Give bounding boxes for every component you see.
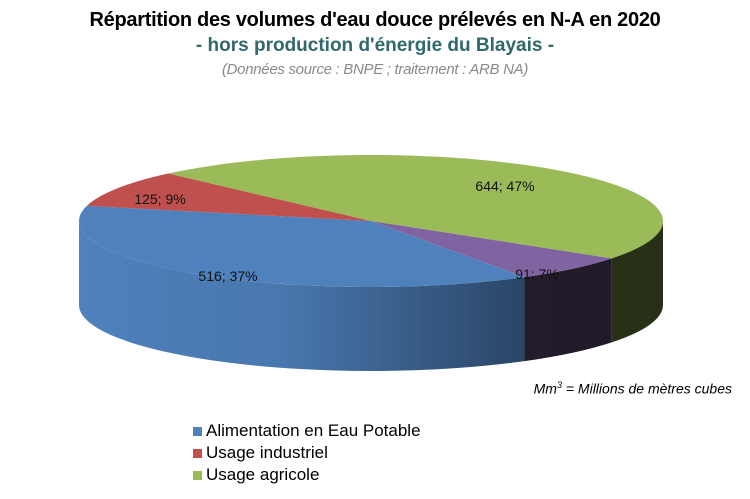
pie-slice-usage-industriel xyxy=(86,173,371,221)
pie-top-faces xyxy=(79,155,663,288)
pie-side-usage-agricole xyxy=(611,221,663,343)
unit-note: Mm3 = Millions de mètres cubes xyxy=(534,380,732,397)
pie-data-labels: 644; 47% 91; 7% 516; 37% 125; 9% xyxy=(134,178,558,284)
data-label: 516; 37% xyxy=(198,268,257,284)
legend-item-alimentation: Alimentation en Eau Potable xyxy=(193,420,421,442)
unit-note-sup: 3 xyxy=(556,380,562,390)
pie-side-alimentation-en-eau-potable xyxy=(79,221,525,372)
chart-subtitle: - hors production d'énergie du Blayais - xyxy=(195,35,555,56)
legend-label: Usage agricole xyxy=(206,465,320,484)
data-label: 125; 9% xyxy=(134,191,185,207)
data-label: 91; 7% xyxy=(515,266,559,282)
pie-slice-usage-agricole xyxy=(168,155,663,259)
legend-swatch xyxy=(193,426,202,436)
legend: Alimentation en Eau Potable Usage indust… xyxy=(193,420,421,486)
chart-source-note: (Données source : BNPE ; traitement : AR… xyxy=(221,61,529,78)
pie-slice-autre xyxy=(371,221,612,278)
unit-note-text: = Millions de mètres cubes xyxy=(561,380,732,397)
pie-slice-alimentation-en-eau-potable xyxy=(79,205,525,288)
legend-item-agricole: Usage agricole xyxy=(193,464,421,486)
data-label: 644; 47% xyxy=(475,178,534,194)
pie-sides xyxy=(79,221,663,372)
pie-side-autre xyxy=(524,258,612,362)
legend-swatch xyxy=(193,448,202,458)
unit-note-prefix: Mm xyxy=(533,380,557,397)
chart-title: Répartition des volumes d'eau douce prél… xyxy=(89,9,661,31)
legend-label: Usage industriel xyxy=(206,443,328,462)
legend-item-industriel: Usage industriel xyxy=(193,442,421,464)
legend-label: Alimentation en Eau Potable xyxy=(206,421,421,440)
legend-swatch xyxy=(193,470,202,480)
